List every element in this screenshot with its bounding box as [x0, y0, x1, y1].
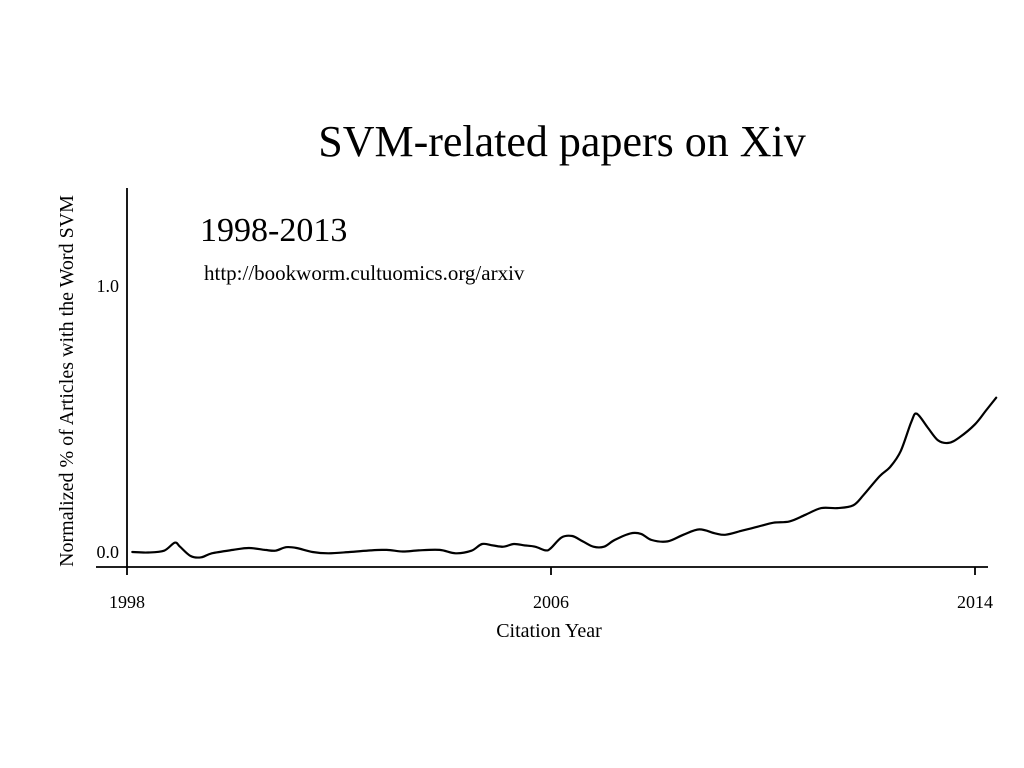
chart-source-url: http://bookworm.cultuomics.org/arxiv: [204, 261, 525, 285]
chart-subtitle: 1998-2013: [200, 212, 347, 249]
x-axis-title: Citation Year: [496, 620, 602, 642]
x-tick-label: 2006: [533, 592, 569, 612]
x-ticks: 1998 2006 2014: [109, 567, 993, 612]
y-tick-label: 1.0: [97, 276, 120, 296]
y-ticks: 0.0 1.0: [97, 276, 120, 562]
series-line: [131, 396, 998, 559]
y-tick-label: 0.0: [97, 542, 120, 562]
chart-title: SVM-related papers on Xiv: [318, 117, 806, 166]
y-axis-title: Normalized % of Articles with the Word S…: [56, 195, 78, 567]
x-tick-label: 1998: [109, 592, 145, 612]
x-tick-label: 2014: [957, 592, 993, 612]
